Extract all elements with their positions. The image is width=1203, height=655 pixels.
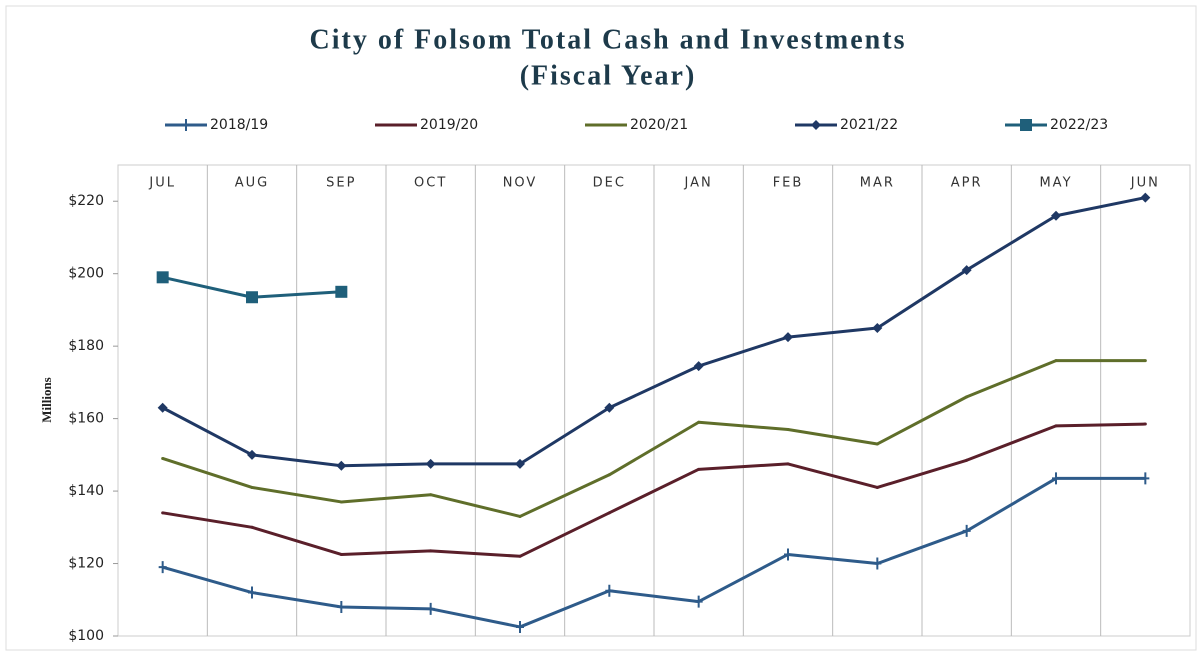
- y-tick-label: $140: [68, 483, 104, 499]
- series-line: [162, 359, 1146, 518]
- x-tick-label: JUL: [148, 176, 176, 191]
- legend-marker: [811, 120, 821, 130]
- point: [784, 548, 792, 561]
- x-tick-label: OCT: [414, 176, 447, 191]
- point: [786, 462, 790, 466]
- point: [604, 402, 615, 413]
- frame: [5, 5, 1197, 651]
- point: [1052, 472, 1060, 485]
- point: [872, 323, 883, 334]
- chart-subtitle: (Fiscal Year): [520, 60, 697, 91]
- x-tick-label: NOV: [503, 176, 538, 191]
- point: [1140, 192, 1151, 203]
- point: [697, 467, 701, 471]
- point: [518, 514, 522, 518]
- y-axis-label: Millions: [39, 377, 54, 423]
- x-tick-label: DEC: [593, 176, 626, 191]
- point: [607, 511, 611, 515]
- point: [1054, 359, 1058, 363]
- point: [875, 485, 879, 489]
- x-tick-label: APR: [951, 176, 983, 191]
- point: [246, 291, 258, 304]
- legend-label: 2020/21: [630, 117, 688, 133]
- point: [156, 271, 169, 284]
- point: [336, 460, 347, 471]
- point: [961, 265, 972, 276]
- legend-label: 2021/22: [840, 117, 898, 133]
- point: [1054, 424, 1058, 428]
- y-tick-label: $100: [68, 628, 104, 644]
- point: [697, 420, 701, 424]
- point: [518, 554, 522, 558]
- legend-label: 2018/19: [210, 117, 268, 133]
- point: [426, 602, 435, 615]
- point: [515, 458, 525, 469]
- series-line: [161, 196, 1146, 468]
- y-tick-label: $200: [68, 266, 104, 282]
- point: [693, 361, 704, 372]
- point: [247, 449, 257, 460]
- point: [161, 511, 165, 515]
- legend-label: 2019/20: [420, 117, 478, 133]
- point: [873, 557, 882, 570]
- point: [339, 552, 343, 556]
- x-tick-label: AUG: [235, 176, 269, 191]
- y-tick-label: $120: [68, 556, 104, 572]
- x-tick-label: FEB: [773, 176, 804, 191]
- point: [161, 456, 165, 460]
- legend-label: 2022/23: [1050, 117, 1108, 133]
- point: [429, 493, 433, 497]
- point: [1141, 472, 1150, 485]
- point: [335, 285, 348, 298]
- point: [694, 595, 703, 608]
- point: [158, 561, 167, 574]
- y-tick-label: $220: [68, 193, 104, 209]
- point: [337, 601, 346, 614]
- point: [875, 442, 879, 446]
- x-tick-label: JUN: [1130, 176, 1160, 191]
- point: [962, 524, 971, 537]
- point: [1051, 210, 1061, 221]
- series-line: [162, 476, 1146, 629]
- point: [965, 395, 969, 399]
- y-tick-label: $180: [68, 338, 104, 354]
- point: [157, 402, 168, 413]
- point: [516, 620, 524, 633]
- series-line: [162, 422, 1146, 558]
- point: [339, 500, 343, 504]
- y-tick-label: $160: [68, 411, 104, 427]
- point: [965, 458, 969, 462]
- legend-marker: [182, 119, 190, 131]
- point: [429, 549, 433, 553]
- legend-marker: [1020, 119, 1032, 131]
- chart-title: City of Folsom Total Cash and Investment…: [310, 24, 907, 55]
- point: [786, 427, 790, 431]
- point: [1143, 359, 1147, 363]
- point: [1143, 422, 1147, 426]
- point: [248, 586, 256, 599]
- point: [250, 485, 254, 489]
- x-tick-label: MAY: [1039, 176, 1072, 191]
- point: [425, 458, 436, 469]
- point: [605, 584, 614, 597]
- x-tick-label: SEP: [326, 176, 356, 191]
- point: [607, 473, 611, 477]
- x-tick-label: JAN: [684, 176, 713, 191]
- x-tick-label: MAR: [860, 176, 895, 191]
- point: [783, 332, 793, 343]
- point: [250, 525, 254, 529]
